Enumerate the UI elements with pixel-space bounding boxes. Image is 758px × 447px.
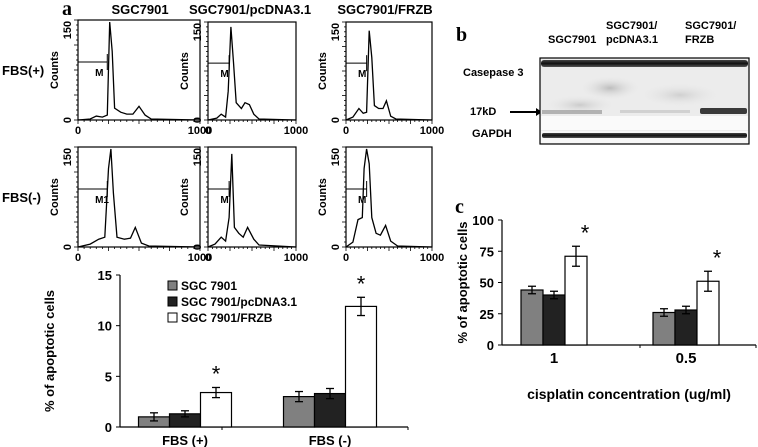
bar — [542, 294, 566, 346]
y-tick-label: 75 — [480, 244, 494, 259]
legend-swatch — [167, 280, 178, 291]
lane-label-sgc7901: SGC7901 — [548, 34, 597, 46]
svg-text:0: 0 — [192, 244, 204, 250]
counts-axis-label: Counts — [317, 178, 329, 216]
counts-axis-label: Counts — [49, 178, 61, 216]
svg-text:150: 150 — [192, 148, 204, 166]
blot-label-caspase3: Casepase 3 — [463, 67, 524, 79]
svg-text:150: 150 — [62, 148, 74, 166]
row-label-fbs-plus: FBS(+) — [2, 63, 45, 78]
gate-label: M — [95, 68, 103, 79]
svg-text:150: 150 — [62, 21, 74, 39]
bar — [344, 305, 378, 428]
svg-text:1000: 1000 — [420, 252, 444, 262]
legend-label: SGC 7901 — [181, 279, 237, 293]
y-tick-label: 100 — [472, 213, 494, 228]
counts-axis-label: Counts — [49, 51, 61, 89]
svg-text:0: 0 — [330, 117, 342, 123]
svg-text:0: 0 — [343, 252, 349, 262]
y-tick-label: 50 — [480, 276, 494, 291]
y-tick-label: 0 — [487, 338, 494, 353]
gate-label: M — [220, 69, 228, 80]
svg-text:1000: 1000 — [284, 252, 308, 262]
x-axis-label: cisplatin concentration (ug/ml) — [527, 386, 731, 402]
bar-chart-fbs: 0 5 10 15 % of apoptotic cells * FBS (+) * FBS (… — [42, 268, 409, 447]
panel-c-letter: c — [455, 196, 464, 218]
bar — [652, 311, 676, 346]
gate-label: M — [358, 195, 366, 206]
legend-label: SGC 7901/FRZB — [181, 311, 273, 325]
svg-text:1000: 1000 — [188, 125, 212, 137]
svg-text:150: 150 — [192, 23, 204, 41]
y-axis-label: % of apoptotic cells — [455, 221, 470, 343]
gate-label: M1 — [95, 195, 109, 206]
y-tick-label: 5 — [105, 369, 112, 384]
lane-label-frzb: SGC7901/ FRZB — [685, 20, 737, 46]
y-tick-label: 15 — [98, 268, 112, 283]
svg-text:0: 0 — [330, 244, 342, 250]
svg-text:0: 0 — [62, 117, 74, 123]
bar — [674, 309, 698, 346]
significance-asterisk: * — [581, 220, 590, 245]
y-tick-label: 0 — [105, 420, 112, 435]
svg-text:1000: 1000 — [188, 252, 212, 262]
bar — [520, 289, 544, 346]
y-tick-label: 10 — [98, 319, 112, 334]
significance-asterisk: * — [713, 245, 722, 270]
lane-label-pcdna: SGC7901/ pcDNA3.1 — [606, 20, 658, 46]
column-title-frzb: SGC7901/FRZB — [337, 2, 433, 17]
panel-b-letter: b — [456, 24, 468, 46]
gate-label: M — [220, 195, 228, 206]
blot-label-gapdh: GAPDH — [472, 128, 512, 140]
svg-text:0: 0 — [192, 117, 204, 123]
legend-label: SGC 7901/pcDNA3.1 — [181, 295, 297, 309]
counts-axis-label: Counts — [179, 52, 191, 90]
category-label: FBS (+) — [162, 433, 208, 447]
arrow-icon — [510, 108, 542, 116]
y-tick-label: 25 — [480, 307, 494, 322]
counts-axis-label: Counts — [317, 52, 329, 90]
legend-swatch — [167, 312, 178, 323]
significance-asterisk: * — [212, 361, 221, 386]
svg-text:0: 0 — [62, 244, 74, 250]
panel-a-letter: a — [62, 0, 72, 20]
svg-text:0: 0 — [205, 125, 211, 137]
bar-chart-cisplatin: 0 25 50 75 100% of apoptotic cells * 1 * 0.5 cisp… — [455, 213, 757, 402]
bar — [564, 255, 588, 346]
blot-label-17kd: 17kD — [470, 106, 497, 118]
svg-text:0: 0 — [205, 252, 211, 262]
legend-swatch — [167, 296, 178, 307]
svg-text:150: 150 — [330, 23, 342, 41]
row-label-fbs-minus: FBS(-) — [2, 190, 41, 205]
svg-text:0: 0 — [75, 125, 81, 137]
counts-axis-label: Counts — [179, 178, 191, 216]
category-label: FBS (-) — [309, 433, 352, 447]
column-title-pcdna: SGC7901/pcDNA3.1 — [188, 2, 312, 17]
western-blot — [510, 57, 750, 145]
significance-asterisk: * — [357, 271, 366, 296]
svg-text:0: 0 — [75, 252, 81, 262]
category-label: 1 — [550, 350, 558, 367]
svg-text:1000: 1000 — [284, 125, 308, 137]
y-axis-label: % of apoptotic cells — [42, 290, 57, 412]
column-title-sgc7901: SGC7901 — [111, 2, 169, 17]
svg-text:0: 0 — [343, 125, 349, 137]
svg-text:150: 150 — [330, 148, 342, 166]
svg-text:1000: 1000 — [420, 125, 444, 137]
category-label: 0.5 — [676, 350, 697, 367]
gate-label: M — [358, 69, 366, 80]
